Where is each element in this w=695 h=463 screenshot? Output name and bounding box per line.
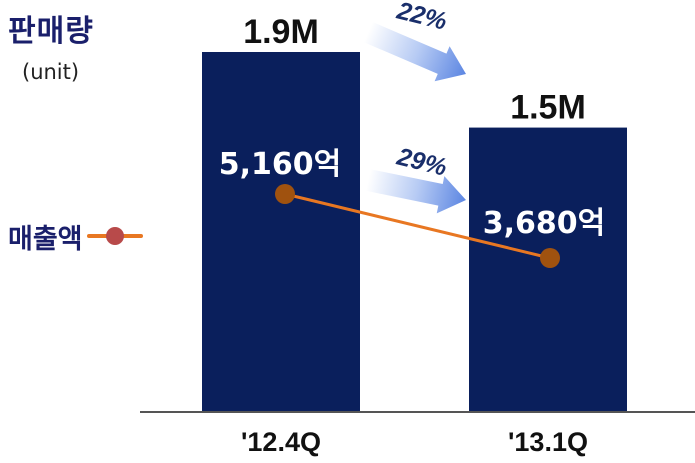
bar-value-label-1: 1.9M: [243, 13, 319, 51]
x-tick-label-2: '13.1Q: [508, 427, 588, 457]
line-series-legend: 매출액: [8, 218, 145, 255]
revenue-value-label-1: 5,160억: [219, 147, 342, 182]
y-axis-title: 판매량: [8, 14, 94, 49]
bar-1: [202, 52, 360, 411]
revenue-point-2: [540, 248, 560, 268]
revenue-point-1: [275, 184, 295, 204]
change-percent-label-1: 22%: [393, 0, 449, 36]
bar-value-label-2: 1.5M: [510, 89, 586, 127]
revenue-line: [284, 192, 551, 260]
change-arrow-1: [363, 21, 466, 82]
line-series-legend-label: 매출액: [8, 223, 83, 255]
change-arrow-2: [365, 169, 466, 214]
y-axis-unit: (unit): [22, 60, 80, 84]
bar-2: [469, 127, 627, 411]
line-series-legend-marker: [86, 226, 145, 246]
x-tick-label-1: '12.4Q: [241, 427, 321, 457]
revenue-value-label-2: 3,680억: [483, 206, 606, 241]
legend-dot: [105, 227, 124, 245]
